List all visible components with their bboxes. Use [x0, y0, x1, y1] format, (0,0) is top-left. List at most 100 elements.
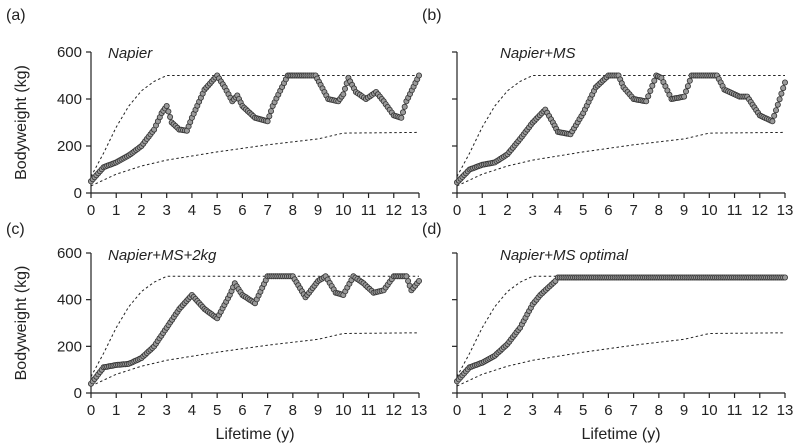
x-tick-label: 13	[411, 402, 428, 419]
x-tick-label: 10	[701, 202, 718, 219]
x-tick-label: 12	[751, 202, 768, 219]
y-tick-label: 600	[57, 44, 82, 61]
x-tick-label: 6	[238, 202, 246, 219]
data-point	[264, 118, 271, 125]
x-tick-label: 8	[289, 202, 297, 219]
x-tick-label: 8	[655, 402, 663, 419]
data-point	[681, 93, 688, 100]
upper-bound-line	[90, 75, 419, 177]
x-tick-label: 10	[335, 202, 352, 219]
x-tick-label: 13	[411, 202, 428, 219]
x-tick-label: 12	[385, 402, 402, 419]
series-line	[90, 74, 420, 182]
x-tick-label: 11	[361, 202, 377, 219]
y-tick-label: 0	[74, 385, 82, 402]
data-point	[780, 85, 787, 92]
x-tick-label: 2	[137, 402, 145, 419]
y-tick-label: 0	[74, 185, 82, 202]
data-point	[266, 113, 273, 120]
x-tick-label: 13	[777, 202, 794, 219]
data-point	[776, 96, 783, 103]
panel-title: Napier	[108, 45, 153, 62]
data-point	[782, 274, 789, 281]
x-tick-label: 6	[604, 402, 612, 419]
data-point	[340, 91, 347, 98]
y-axis-title: Bodyweight (kg)	[13, 65, 30, 180]
y-tick-label: 600	[57, 245, 82, 262]
x-tick-label: 3	[529, 402, 537, 419]
panel-letter: (a)	[6, 7, 26, 24]
x-tick-label: 2	[137, 202, 145, 219]
data-point	[167, 114, 174, 121]
x-axis-title: Lifetime (y)	[215, 426, 294, 443]
x-tick-label: 12	[751, 402, 768, 419]
data-point	[415, 72, 422, 79]
data-point	[415, 277, 422, 284]
data-point	[684, 83, 691, 90]
x-tick-label: 0	[453, 402, 461, 419]
x-tick-label: 7	[263, 402, 271, 419]
x-tick-label: 4	[554, 202, 562, 219]
data-point	[163, 103, 170, 110]
data-point	[649, 82, 656, 89]
x-tick-label: 9	[314, 202, 322, 219]
data-point	[401, 103, 408, 110]
upper-bound-line	[456, 75, 785, 177]
x-tick-label: 0	[453, 202, 461, 219]
x-tick-label: 5	[213, 402, 221, 419]
data-point	[165, 108, 172, 115]
data-point	[773, 107, 780, 114]
x-tick-label: 11	[727, 202, 743, 219]
y-tick-label: 200	[57, 138, 82, 155]
chart-panel-2: (b)Napier+MS0 1 2 3 4 5 6 7 8 9 10 11 12 13	[422, 7, 793, 219]
x-tick-label: 8	[655, 202, 663, 219]
data-point	[645, 93, 652, 100]
panel-letter: (c)	[6, 221, 25, 238]
data-point	[398, 114, 405, 121]
data-point	[267, 108, 274, 115]
data-point	[782, 79, 789, 86]
lower-bound-line	[456, 131, 786, 187]
x-tick-label: 1	[478, 402, 486, 419]
upper-bound-line	[90, 275, 419, 377]
x-tick-label: 10	[701, 402, 718, 419]
x-tick-label: 3	[163, 202, 171, 219]
x-tick-label: 11	[361, 402, 377, 419]
x-tick-label: 1	[112, 402, 120, 419]
x-tick-label: 9	[680, 202, 688, 219]
x-tick-label: 2	[503, 402, 511, 419]
x-tick-label: 11	[727, 402, 743, 419]
data-point	[771, 112, 778, 119]
data-point	[651, 77, 658, 84]
x-tick-label: 9	[314, 402, 322, 419]
data-point	[778, 90, 785, 97]
x-tick-label: 0	[87, 402, 95, 419]
y-tick-label: 400	[57, 292, 82, 309]
x-tick-label: 3	[163, 402, 171, 419]
data-point	[774, 101, 781, 108]
panel-title: Napier+MS	[500, 45, 575, 62]
x-tick-label: 0	[87, 202, 95, 219]
x-tick-label: 7	[629, 202, 637, 219]
data-point	[647, 88, 654, 95]
y-tick-label: 400	[57, 91, 82, 108]
data-point	[683, 88, 690, 95]
panel-title: Napier+MS+2kg	[108, 247, 217, 264]
x-tick-label: 10	[335, 402, 352, 419]
lower-bound-line	[456, 332, 786, 387]
x-tick-label: 12	[385, 202, 402, 219]
x-tick-label: 4	[188, 202, 196, 219]
upper-bound-line	[456, 275, 785, 377]
x-tick-label: 1	[112, 202, 120, 219]
x-tick-label: 13	[777, 402, 794, 419]
data-point	[341, 85, 348, 92]
panel-letter: (d)	[422, 221, 442, 238]
x-tick-label: 4	[554, 402, 562, 419]
x-tick-label: 5	[579, 402, 587, 419]
x-tick-label: 7	[629, 402, 637, 419]
panel-title: Napier+MS optimal	[500, 247, 629, 264]
x-tick-label: 1	[478, 202, 486, 219]
